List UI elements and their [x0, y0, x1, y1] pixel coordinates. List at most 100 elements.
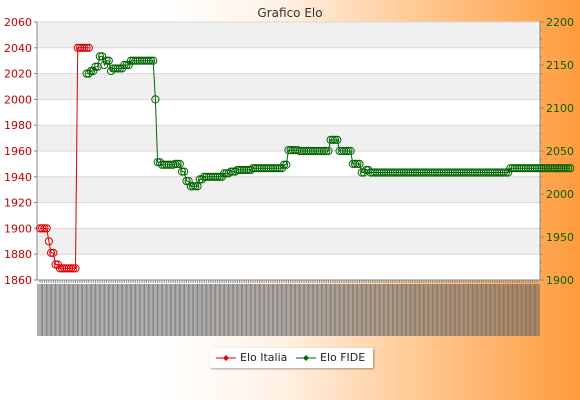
plot-band [37, 254, 540, 280]
data-point [404, 168, 413, 177]
data-point [304, 146, 313, 156]
data-point [557, 164, 566, 173]
data-point [559, 164, 568, 173]
data-point [102, 56, 111, 65]
data-point [388, 168, 397, 177]
data-point [342, 146, 351, 156]
right-tick-label: 1900 [546, 274, 574, 287]
data-point [546, 164, 555, 173]
data-point [393, 168, 402, 177]
data-point [55, 264, 65, 273]
plot-bands [37, 22, 540, 280]
data-point [91, 62, 100, 71]
data-point [80, 43, 89, 52]
data-point [248, 164, 258, 173]
data-point [548, 164, 557, 173]
data-point [84, 69, 93, 78]
left-tick-label: 1880 [4, 248, 32, 261]
data-point [555, 164, 564, 173]
data-point [233, 165, 242, 175]
data-point [89, 66, 98, 76]
data-point [64, 264, 73, 273]
left-tick-label: 2060 [4, 16, 32, 29]
data-point [415, 168, 424, 177]
data-point [257, 164, 266, 173]
data-point [40, 224, 49, 233]
data-point [95, 52, 105, 61]
data-point [510, 164, 519, 173]
data-point [552, 164, 562, 173]
data-point [175, 159, 184, 168]
left-tick-label: 2040 [4, 42, 32, 55]
data-point [346, 146, 355, 156]
data-point [384, 168, 393, 177]
data-point [370, 168, 380, 177]
left-tick-label: 1920 [4, 197, 32, 210]
legend: Elo Italia Elo FIDE [210, 348, 373, 368]
data-point [75, 43, 85, 52]
chart-title: Grafico Elo [257, 6, 322, 20]
data-point [273, 164, 282, 173]
plot-band [37, 73, 540, 100]
data-point [399, 168, 408, 177]
data-point [286, 146, 295, 155]
left-tick-label: 2000 [4, 93, 32, 106]
data-point [441, 168, 451, 177]
data-point [173, 159, 182, 168]
data-point [297, 146, 306, 156]
data-point [464, 168, 473, 177]
data-point [157, 160, 167, 169]
data-point [113, 64, 122, 73]
data-point [182, 177, 191, 186]
data-point [433, 168, 442, 177]
data-point [537, 164, 546, 173]
data-point [144, 56, 153, 65]
data-point [461, 168, 471, 177]
data-point [524, 164, 533, 173]
data-point [135, 56, 144, 65]
data-point [406, 168, 415, 177]
data-point [202, 172, 211, 181]
data-point [424, 168, 433, 177]
data-point [266, 164, 275, 173]
data-point [375, 168, 384, 177]
data-point [71, 264, 80, 273]
data-point [42, 224, 51, 233]
data-point [240, 165, 249, 175]
data-point [60, 264, 69, 273]
data-point [268, 164, 278, 173]
data-point [455, 168, 464, 177]
data-point [66, 264, 76, 273]
right-y-axis-labels: 1900 1950 2000 2050 2100 2150 2200 [540, 16, 574, 287]
data-point [299, 146, 309, 156]
data-point [481, 168, 491, 177]
data-point [517, 164, 526, 173]
data-point [171, 159, 180, 168]
left-y-axis-labels: 1860 1880 1900 1920 1940 1960 1980 2000 2020 2040… [4, 16, 37, 287]
left-tick-label: 1860 [4, 274, 32, 287]
plot-band [37, 228, 540, 255]
data-point [526, 164, 535, 173]
data-point [543, 164, 553, 173]
data-point [512, 164, 522, 173]
data-point [386, 168, 395, 177]
data-point [44, 237, 53, 246]
data-point [457, 168, 466, 177]
data-point [100, 60, 109, 70]
data-point [444, 168, 453, 177]
right-tick-label: 2100 [546, 102, 574, 115]
data-point [38, 224, 47, 233]
data-point [200, 172, 209, 181]
data-point [322, 146, 331, 156]
left-tick-label: 1940 [4, 171, 32, 184]
right-tick-label: 2050 [546, 145, 574, 158]
data-point [373, 168, 382, 177]
data-point [446, 168, 455, 177]
data-point [191, 182, 200, 191]
data-point [566, 164, 575, 173]
data-point [140, 56, 149, 65]
data-point [308, 146, 318, 156]
data-point [35, 224, 45, 233]
right-tick-label: 2000 [546, 188, 574, 201]
data-point [468, 168, 477, 177]
